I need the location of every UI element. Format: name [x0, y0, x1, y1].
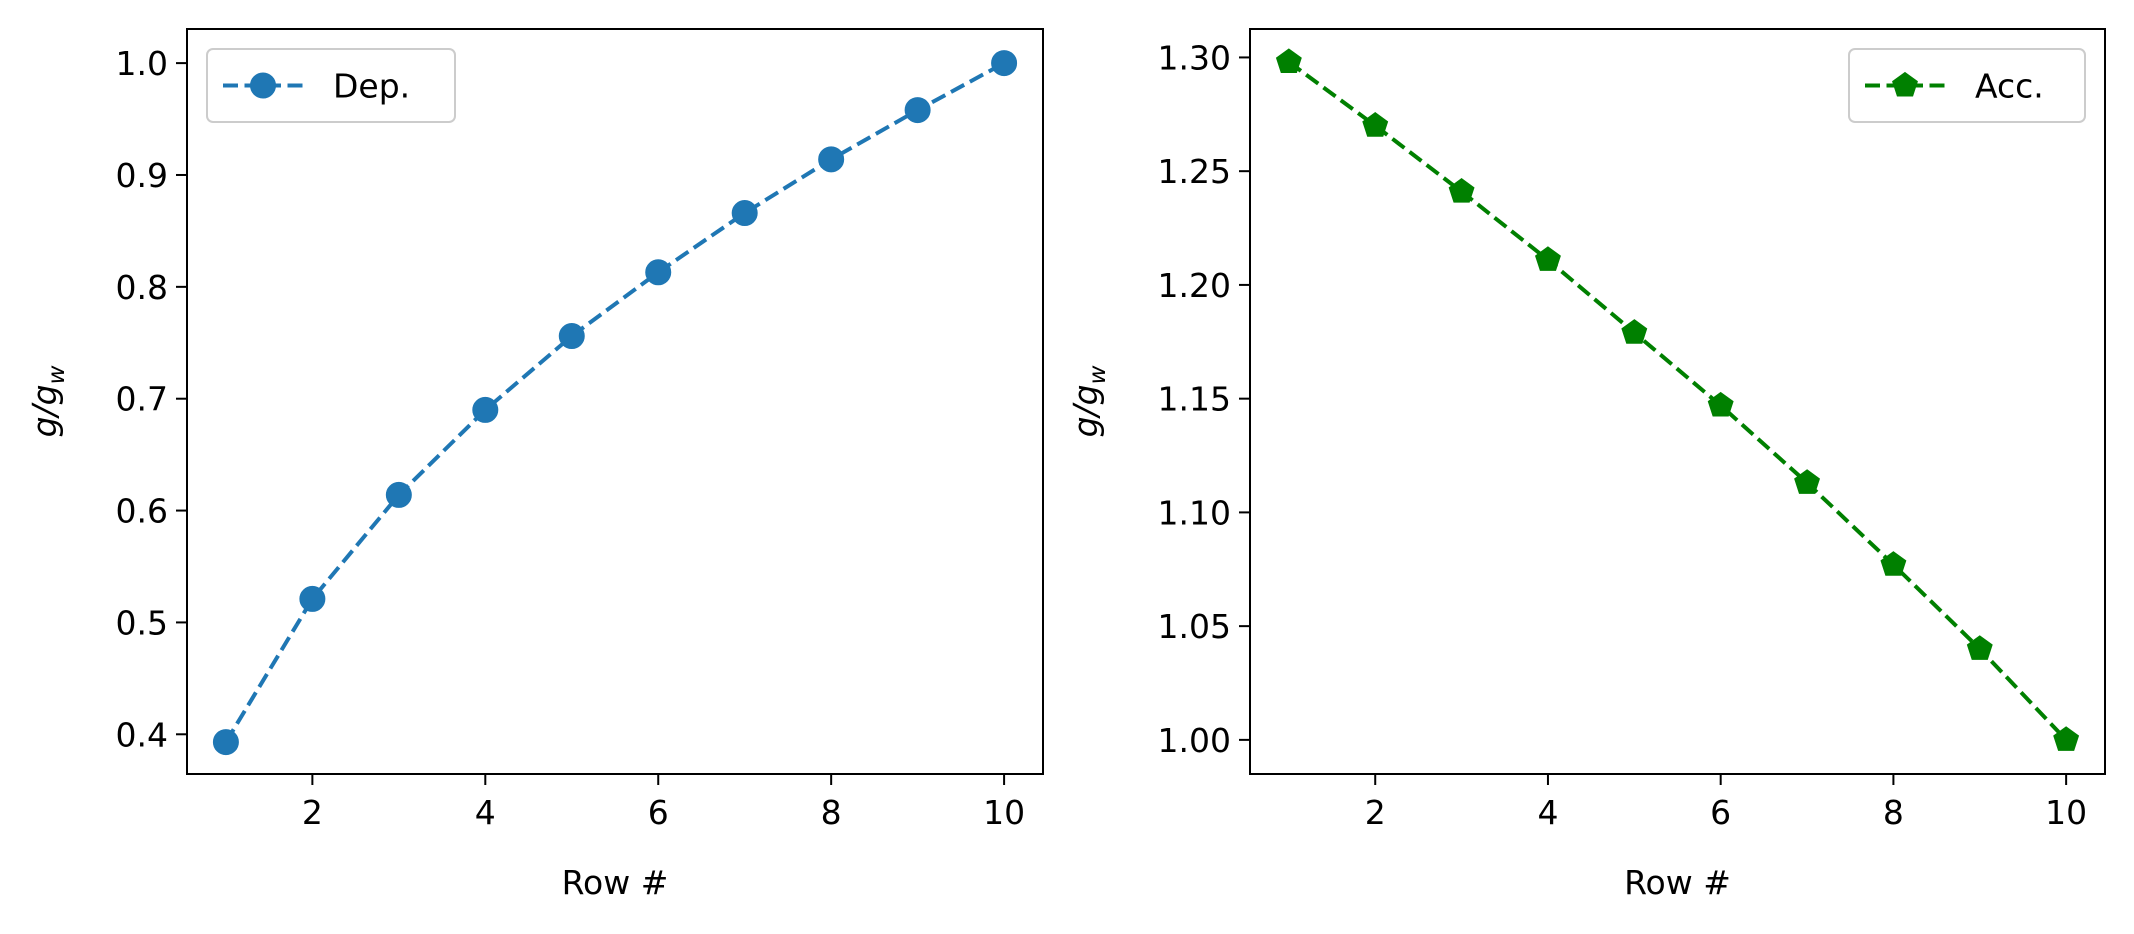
left-data-point [299, 585, 326, 612]
left-y-tick-label: 0.8 [116, 268, 168, 307]
left-x-tick-label: 2 [302, 793, 323, 832]
right-x-tick-label: 10 [2045, 793, 2087, 832]
right-x-tick-label: 2 [1365, 793, 1386, 832]
left-data-point [991, 50, 1018, 77]
left-y-tick-label: 0.4 [116, 715, 168, 754]
left-x-tick-label: 4 [475, 793, 496, 832]
right-x-tick-label: 6 [1710, 793, 1731, 832]
left-data-point [212, 729, 239, 756]
left-legend-box [206, 48, 456, 123]
right-data-point [2053, 726, 2080, 751]
left-y-tick-label: 0.9 [116, 156, 168, 195]
left-chart-panel: 2 4 6 8 10 0.4 0.5 0.6 0.7 0.8 0.9 1.0 Dep. Row # g/gw [25, 28, 1044, 902]
left-y-axis-label-subscript: w [44, 365, 70, 384]
left-x-tick-label: 8 [821, 793, 842, 832]
right-y-tick-label: 1.10 [1158, 493, 1231, 532]
left-data-point [818, 146, 845, 173]
right-y-axis-label-subscript: w [1085, 365, 1111, 384]
right-series-line [1287, 60, 2068, 742]
right-legend-box [1848, 48, 2086, 123]
right-y-tick-label: 1.05 [1158, 607, 1231, 646]
right-axes-frame [1249, 28, 2106, 775]
right-legend-label: Acc. [1975, 67, 2044, 106]
left-legend-marker [250, 72, 276, 99]
left-x-axis-label: Row # [562, 863, 669, 902]
right-data-point [1794, 469, 1820, 494]
right-y-axis-label: g/gw [1066, 365, 1111, 437]
right-y-axis-label-main: g/g [1066, 384, 1105, 437]
left-series-line [224, 61, 1006, 744]
right-chart-panel: 2 4 6 8 10 1.00 1.05 1.10 1.15 1.20 1.25 1.30 Acc. Ro… [1066, 28, 2106, 902]
right-x-axis-label: Row # [1624, 863, 1731, 902]
left-data-point [731, 200, 758, 227]
right-data-point [1448, 178, 1475, 203]
right-data-point [1966, 635, 1993, 660]
left-data-point [645, 259, 672, 286]
right-legend-marker [1892, 71, 1918, 97]
left-y-tick-label: 0.6 [116, 492, 168, 531]
right-y-tick-label: 1.20 [1158, 266, 1231, 305]
left-legend-label: Dep. [333, 67, 410, 106]
right-data-point [1707, 391, 1734, 417]
right-x-tick-label: 8 [1883, 793, 1904, 832]
left-data-point [472, 396, 499, 423]
left-y-tick-label: 1.0 [116, 44, 168, 83]
left-x-tick-label: 10 [983, 793, 1025, 832]
right-data-point [1880, 551, 1907, 576]
left-y-tick-label: 0.7 [116, 380, 168, 419]
right-data-point [1275, 48, 1302, 73]
right-y-tick-label: 1.25 [1158, 152, 1231, 191]
left-y-tick-label: 0.5 [116, 603, 168, 642]
right-x-tick-label: 4 [1537, 793, 1558, 832]
right-y-tick-label: 1.00 [1158, 721, 1231, 760]
right-y-tick-label: 1.30 [1158, 38, 1231, 77]
left-data-point [904, 97, 931, 124]
left-axes-frame [186, 28, 1044, 775]
right-data-point [1535, 246, 1561, 271]
left-y-axis-label-main: g/g [25, 384, 64, 437]
right-data-point [1621, 319, 1648, 344]
left-x-tick-label: 6 [648, 793, 669, 832]
right-data-point [1362, 112, 1389, 137]
right-y-tick-label: 1.15 [1158, 380, 1231, 419]
left-data-point [385, 481, 412, 508]
left-y-axis-label: g/gw [25, 365, 70, 437]
left-data-point [558, 323, 585, 350]
